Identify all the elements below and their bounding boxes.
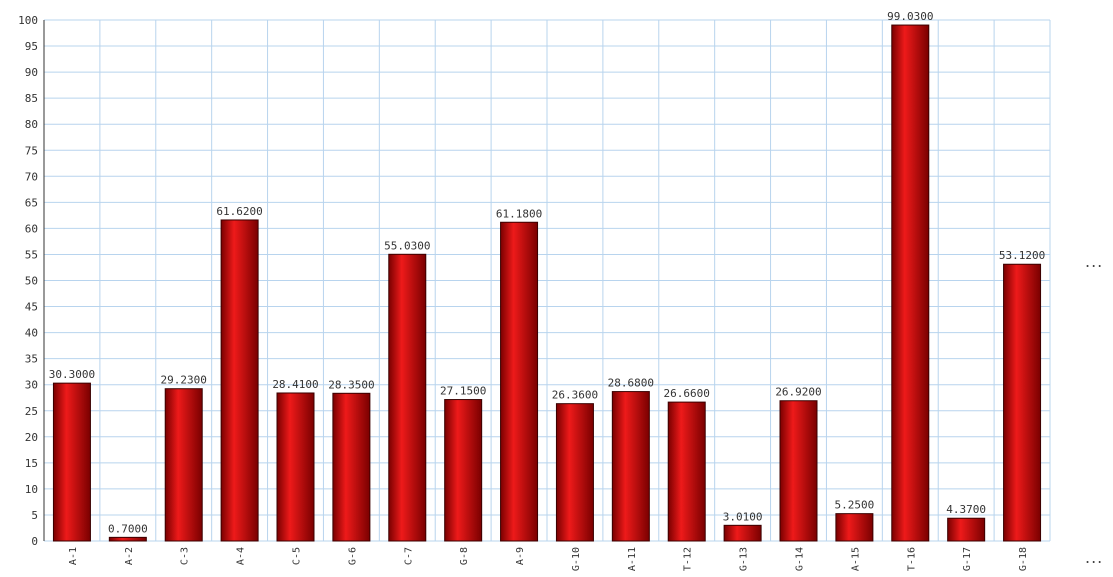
x-tick-label: G-13 [739,547,750,571]
x-tick-label: G-6 [347,547,358,565]
y-tick-label: 0 [31,535,38,548]
value-label-A-2: 0.7000 [108,522,148,535]
x-tick-label: A-1 [68,547,79,565]
x-tick-label: A-15 [850,547,861,571]
y-tick-label: 15 [25,457,38,470]
y-tick-label: 45 [25,301,38,314]
x-tick-label: C-3 [180,547,191,565]
bar-C-5 [276,392,315,542]
value-label-A-11: 28.6800 [608,377,654,390]
y-tick-label: 35 [25,353,38,366]
y-tick-label: 50 [25,275,38,288]
value-label-C-3: 29.2300 [161,374,207,387]
y-tick-label: 95 [25,40,38,53]
data-labels: 30.3000 0.7000 29.2300 61.6200 28.4100 28.350… [49,10,1045,535]
x-tick-label: T-12 [683,547,694,571]
bar-G-8 [444,399,483,542]
value-label-G-10: 26.3600 [552,389,598,402]
x-tick-label: G-17 [962,547,973,571]
x-tick-label: G-14 [795,547,806,571]
y-tick-label: 40 [25,327,38,340]
x-tick-label: G-10 [571,547,582,571]
value-label-A-9: 61.1800 [496,207,542,220]
bar-G-17 [947,517,986,542]
bar-G-6 [332,392,371,542]
value-label-A-4: 61.6200 [216,205,262,218]
y-tick-label: 90 [25,66,38,79]
bar-G-14 [779,400,818,542]
bar-C-7 [388,253,427,542]
x-tick-label: T-16 [906,547,917,571]
x-tick-label: G-8 [459,547,470,565]
bar-C-3 [164,388,203,542]
bar-A-11 [611,391,650,542]
value-label-C-7: 55.0300 [384,239,430,252]
grid [43,19,1051,542]
bar-T-12 [667,401,706,542]
y-tick-label: 55 [25,248,38,261]
category-labels: A-1 A-2 C-3 A-4 C-5 G-6 C-7 G-8 A-9 G-10 A-11 T-12 G… [68,547,1029,571]
value-label-G-14: 26.9200 [775,386,821,399]
value-label-G-8: 27.1500 [440,385,486,398]
value-label-G-6: 28.3500 [328,378,374,391]
y-tick-label: 25 [25,405,38,418]
axes: 0 5 10 15 20 25 30 35 40 45 50 55 60 65 70 75 80 85 90 95 10… [18,14,45,548]
y-tick-label: 60 [25,222,38,235]
bar-G-18 [1003,263,1042,542]
y-tick-label: 65 [25,196,38,209]
x-tick-label: C-7 [403,547,414,565]
bar-A-1 [52,382,91,542]
y-tick-label: 80 [25,118,38,131]
x-tick-label: G-18 [1018,547,1029,571]
x-tick-label: A-11 [627,547,638,571]
y-tick-label: 30 [25,379,38,392]
bar-T-16 [891,24,930,542]
value-label-T-12: 26.6600 [664,387,710,400]
x-tick-label: C-5 [292,547,303,565]
value-label-G-13: 3.0100 [723,510,763,523]
more-indicator-right[interactable]: ... [1085,252,1104,271]
bars [52,24,1042,542]
x-tick-label: A-2 [124,547,135,565]
x-tick-label: A-9 [515,547,526,565]
y-tick-label: 70 [25,170,38,183]
value-label-C-5: 28.4100 [272,378,318,391]
bar-G-10 [555,403,594,542]
y-tick-label: 20 [25,431,38,444]
y-tick-label: 75 [25,144,38,157]
bar-A-15 [835,513,874,542]
value-label-A-15: 5.2500 [835,499,875,512]
bar-A-4 [220,219,259,542]
y-tick-label: 100 [18,14,38,27]
value-label-G-17: 4.3700 [946,503,986,516]
y-tick-label: 5 [31,509,38,522]
x-tick-label: A-4 [236,547,247,565]
bar-A-2 [108,536,147,542]
value-label-T-16: 99.0300 [887,10,933,23]
y-tick-label: 10 [25,483,38,496]
y-tick-label: 85 [25,92,38,105]
value-label-G-18: 53.1200 [999,249,1045,262]
bar-G-13 [723,524,762,542]
value-label-A-1: 30.3000 [49,368,95,381]
more-indicator-bottom[interactable]: ... [1085,548,1104,567]
bar-A-9 [500,221,539,542]
